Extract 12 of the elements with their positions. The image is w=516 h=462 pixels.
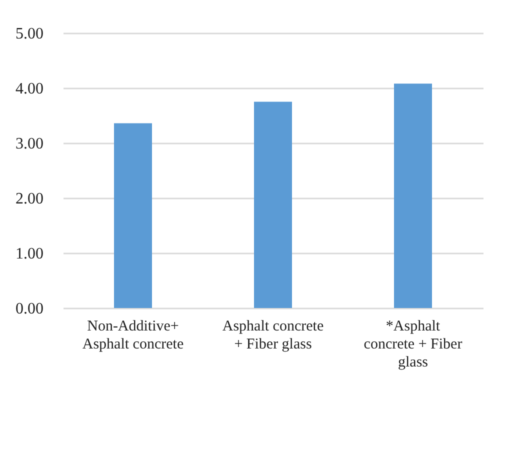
x-tick-label: Asphalt concrete + Fiber glass bbox=[222, 318, 324, 352]
y-tick-label: 3.00 bbox=[16, 136, 44, 152]
y-tick-label: 5.00 bbox=[16, 26, 44, 42]
bar bbox=[114, 123, 152, 308]
y-tick-label: 2.00 bbox=[16, 190, 44, 208]
y-tick-label: 1.00 bbox=[16, 246, 44, 262]
bar bbox=[394, 84, 432, 308]
y-tick-label: 0.00 bbox=[16, 300, 44, 318]
bar bbox=[254, 102, 292, 308]
y-tick-label: 4.00 bbox=[16, 80, 44, 98]
x-tick-label: Non-Additive+ Asphalt concrete bbox=[82, 318, 184, 352]
x-tick-label: *Asphalt concrete + Fiber glass bbox=[364, 318, 462, 370]
